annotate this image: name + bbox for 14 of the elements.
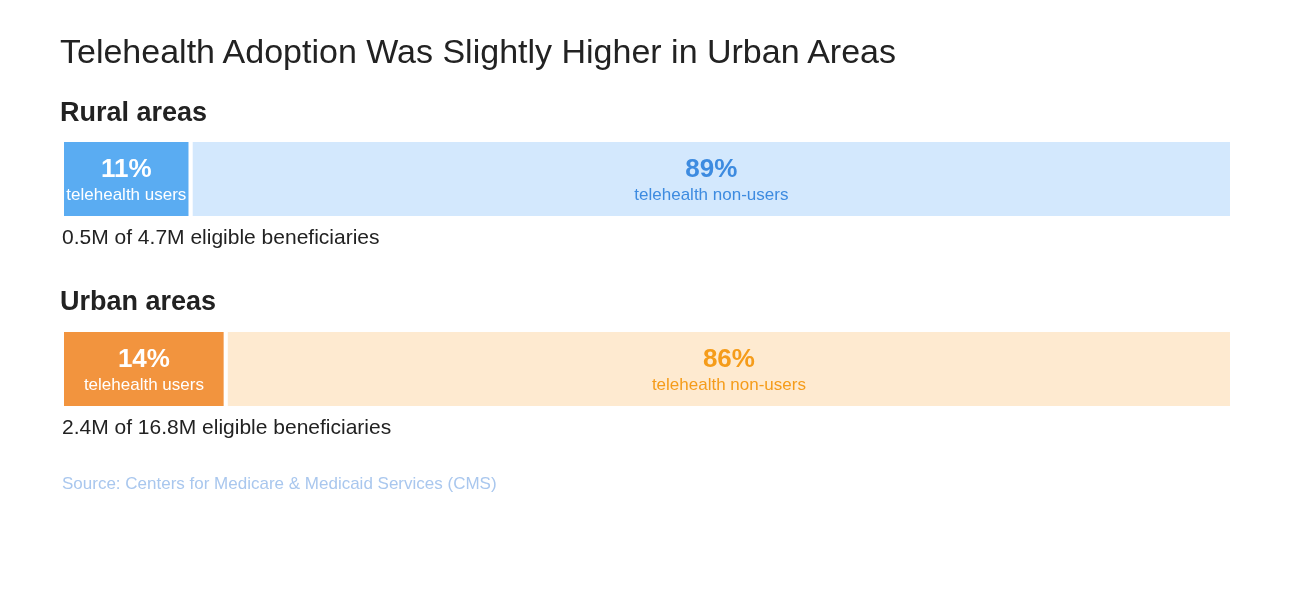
data-label: 86% <box>702 343 755 373</box>
series-label: telehealth non-users <box>634 185 789 204</box>
data-label: 89% <box>685 153 738 183</box>
data-label: 11% <box>101 153 152 183</box>
chart-title: Telehealth Adoption Was Slightly Higher in Urban Areas <box>60 32 896 70</box>
chart-subtitle: Rural areas <box>60 97 208 127</box>
text: 0.5M of 4.7M eligible beneficiaries <box>62 225 380 248</box>
series-label: telehealth users <box>83 375 204 394</box>
series-label: telehealth non-users <box>651 375 806 394</box>
series-label: telehealth users <box>66 185 187 204</box>
chart-title: Urban areas <box>60 286 217 316</box>
text: 2.4M of 16.8M eligible beneficiaries <box>62 415 392 438</box>
data-label: 14% <box>117 343 170 373</box>
source-note: Source: Centers for Medicare & Medicaid Services (CMS) <box>62 474 497 493</box>
